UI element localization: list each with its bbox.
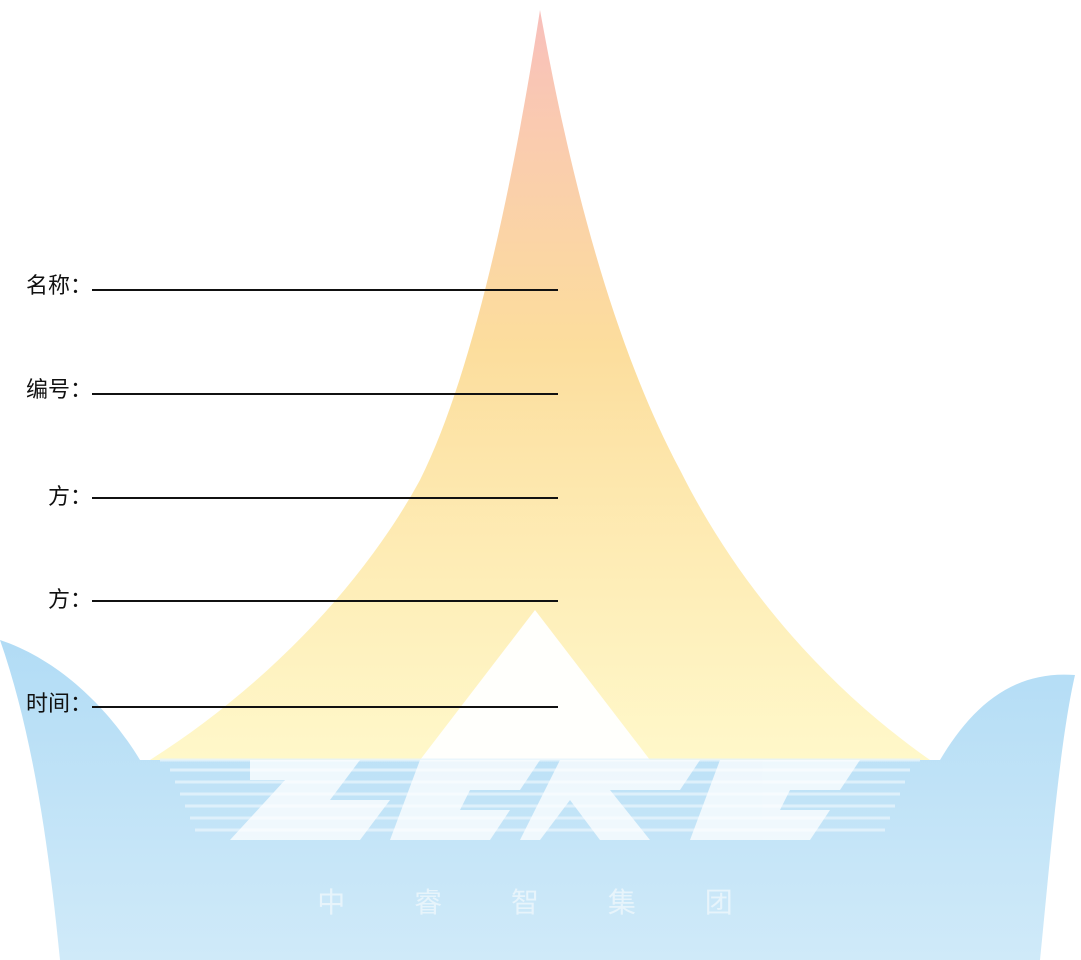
form-line-party-b[interactable] [92, 600, 558, 602]
form-line-name[interactable] [92, 289, 558, 291]
form-field-name: 名称： [0, 262, 92, 302]
form-field-party-b: 方： [0, 576, 92, 616]
sail-shape [150, 10, 930, 760]
form-label-time: 时间： [25, 692, 92, 717]
form-label-number: 编号： [25, 378, 92, 403]
form-line-number[interactable] [92, 393, 558, 395]
form-label-party-b: 方： [47, 588, 92, 613]
water-shape [0, 640, 1075, 960]
form-line-party-a[interactable] [92, 497, 558, 499]
logo-letterforms [230, 760, 860, 840]
form-label-party-a: 方： [47, 485, 92, 510]
form-field-number: 编号： [0, 366, 92, 406]
watermark-company-name: 中 睿 智 集 团 [317, 886, 763, 919]
form-field-time: 时间： [0, 680, 92, 720]
form-line-time[interactable] [92, 706, 558, 708]
form-field-party-a: 方： [0, 473, 92, 513]
sail-gap [420, 610, 650, 760]
form-label-name: 名称： [25, 274, 92, 299]
